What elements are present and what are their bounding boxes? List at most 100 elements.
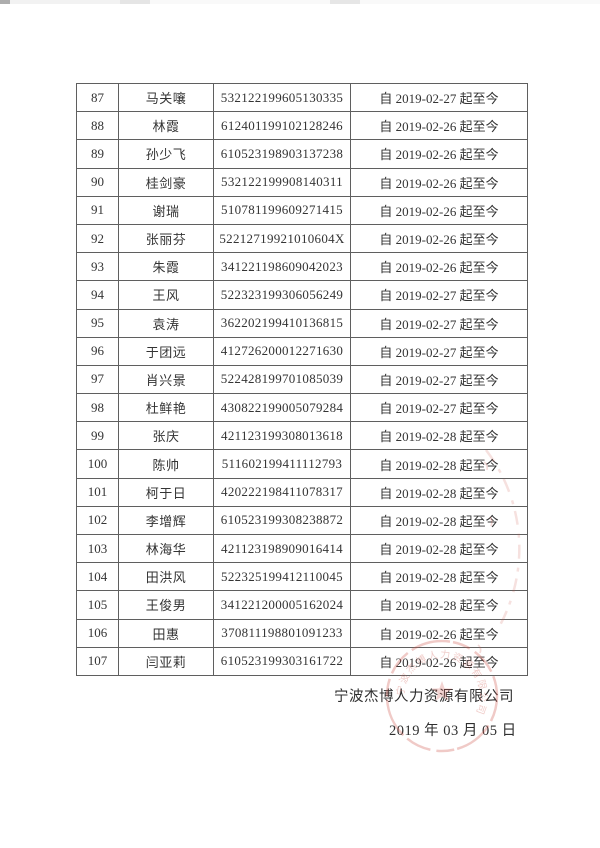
cell-no: 101	[76, 477, 119, 507]
cell-no: 97	[76, 364, 119, 395]
cell-name: 陈帅	[118, 449, 214, 479]
cell-name: 杜鲜艳	[118, 393, 214, 423]
table-row: 87 马关嚷 532122199605130335 自 2019-02-27 起至今	[76, 82, 528, 113]
cell-name: 张庆	[118, 421, 214, 451]
cell-no: 104	[76, 562, 119, 592]
table-row: 99 张庆 421123199308013618 自 2019-02-28 起至今	[76, 421, 528, 451]
cell-id: 420222198411078317	[213, 477, 351, 507]
cell-id: 522325199412110045	[213, 562, 351, 592]
cell-name: 李增辉	[118, 505, 214, 536]
personnel-table-body: 87 马关嚷 532122199605130335 自 2019-02-27 起至今 8…	[76, 82, 528, 676]
cell-name: 王风	[118, 280, 214, 310]
table-row: 95 袁涛 362202199410136815 自 2019-02-27 起至今	[76, 308, 528, 338]
cell-name: 田惠	[118, 618, 214, 648]
cell-id: 612401199102128246	[213, 111, 351, 141]
cell-id: 511602199411112793	[213, 449, 351, 479]
cell-id: 341221198609042023	[213, 252, 351, 282]
cell-name: 于团远	[118, 336, 214, 366]
cell-period: 自 2019-02-26 起至今	[350, 252, 528, 282]
cell-name: 王俊男	[118, 590, 214, 620]
cell-period: 自 2019-02-26 起至今	[350, 646, 528, 676]
cell-no: 102	[76, 505, 119, 536]
cell-no: 93	[76, 252, 119, 282]
cell-period: 自 2019-02-28 起至今	[350, 533, 528, 564]
table-row: 103 林海华 421123198909016414 自 2019-02-28 起至今	[76, 533, 528, 564]
cell-no: 96	[76, 336, 119, 366]
cell-name: 马关嚷	[118, 82, 214, 113]
cell-name: 朱霞	[118, 252, 214, 282]
table-row: 107 闫亚莉 610523199303161722 自 2019-02-26 起至今	[76, 646, 528, 676]
cell-no: 94	[76, 280, 119, 310]
cell-id: 610523199303161722	[213, 646, 351, 676]
cell-no: 95	[76, 308, 119, 338]
cell-id: 421123199308013618	[213, 421, 351, 451]
cell-name: 闫亚莉	[118, 646, 214, 676]
table-row: 88 林霞 612401199102128246 自 2019-02-26 起至今	[76, 111, 528, 141]
cell-period: 自 2019-02-28 起至今	[350, 562, 528, 592]
table-row: 92 张丽芬 52212719921010604X 自 2019-02-26 起至今	[76, 223, 528, 254]
table-row: 100 陈帅 511602199411112793 自 2019-02-28 起至今	[76, 449, 528, 479]
cell-id: 370811198801091233	[213, 618, 351, 648]
cell-name: 肖兴景	[118, 364, 214, 395]
cell-no: 99	[76, 421, 119, 451]
cell-period: 自 2019-02-27 起至今	[350, 336, 528, 366]
table-row: 104 田洪风 522325199412110045 自 2019-02-28 起至今	[76, 562, 528, 592]
cell-id: 532122199908140311	[213, 167, 351, 197]
cell-id: 522323199306056249	[213, 280, 351, 310]
cell-period: 自 2019-02-28 起至今	[350, 477, 528, 507]
cell-period: 自 2019-02-28 起至今	[350, 421, 528, 451]
table-row: 96 于团远 412726200012271630 自 2019-02-27 起至今	[76, 336, 528, 366]
cell-id: 421123198909016414	[213, 533, 351, 564]
table-row: 98 杜鲜艳 430822199005079284 自 2019-02-27 起至今	[76, 393, 528, 423]
cell-id: 522428199701085039	[213, 364, 351, 395]
cell-no: 100	[76, 449, 119, 479]
cell-no: 98	[76, 393, 119, 423]
cell-no: 87	[76, 82, 119, 113]
cell-name: 田洪风	[118, 562, 214, 592]
table-row: 102 李增辉 610523199308238872 自 2019-02-28 起至今	[76, 505, 528, 536]
cell-id: 610523199308238872	[213, 505, 351, 536]
cell-no: 103	[76, 533, 119, 564]
table-row: 93 朱霞 341221198609042023 自 2019-02-26 起至今	[76, 252, 528, 282]
cell-no: 88	[76, 111, 119, 141]
table-row: 91 谢瑞 510781199609271415 自 2019-02-26 起至今	[76, 195, 528, 225]
cell-id: 532122199605130335	[213, 82, 351, 113]
cell-name: 谢瑞	[118, 195, 214, 225]
cell-period: 自 2019-02-27 起至今	[350, 364, 528, 395]
cell-id: 341221200005162024	[213, 590, 351, 620]
cell-id: 52212719921010604X	[213, 223, 351, 254]
cell-name: 张丽芬	[118, 223, 214, 254]
cell-no: 91	[76, 195, 119, 225]
cell-period: 自 2019-02-26 起至今	[350, 111, 528, 141]
cell-id: 430822199005079284	[213, 393, 351, 423]
table-row: 97 肖兴景 522428199701085039 自 2019-02-27 起至今	[76, 364, 528, 395]
company-signature: 宁波杰博人力资源有限公司	[334, 689, 514, 705]
table-row: 90 桂剑豪 532122199908140311 自 2019-02-26 起至今	[76, 167, 528, 197]
cell-id: 510781199609271415	[213, 195, 351, 225]
cell-name: 袁涛	[118, 308, 214, 338]
cell-period: 自 2019-02-27 起至今	[350, 308, 528, 338]
cell-period: 自 2019-02-27 起至今	[350, 393, 528, 423]
cell-name: 孙少飞	[118, 139, 214, 169]
cell-period: 自 2019-02-26 起至今	[350, 167, 528, 197]
table-row: 101 柯于日 420222198411078317 自 2019-02-28 起至今	[76, 477, 528, 507]
cell-name: 林海华	[118, 533, 214, 564]
cell-period: 自 2019-02-26 起至今	[350, 223, 528, 254]
table-row: 89 孙少飞 610523198903137238 自 2019-02-26 起至今	[76, 139, 528, 169]
cell-period: 自 2019-02-26 起至今	[350, 618, 528, 648]
table-row: 106 田惠 370811198801091233 自 2019-02-26 起至今	[76, 618, 528, 648]
cell-period: 自 2019-02-28 起至今	[350, 505, 528, 536]
cell-name: 林霞	[118, 111, 214, 141]
cell-period: 自 2019-02-26 起至今	[350, 139, 528, 169]
cell-no: 90	[76, 167, 119, 197]
cell-id: 610523198903137238	[213, 139, 351, 169]
cell-no: 89	[76, 139, 119, 169]
cell-period: 自 2019-02-27 起至今	[350, 82, 528, 113]
signature-date: 2019 年 03 月 05 日	[389, 723, 517, 739]
cell-name: 柯于日	[118, 477, 214, 507]
cell-no: 92	[76, 223, 119, 254]
cell-period: 自 2019-02-28 起至今	[350, 590, 528, 620]
cell-no: 106	[76, 618, 119, 648]
cell-name: 桂剑豪	[118, 167, 214, 197]
